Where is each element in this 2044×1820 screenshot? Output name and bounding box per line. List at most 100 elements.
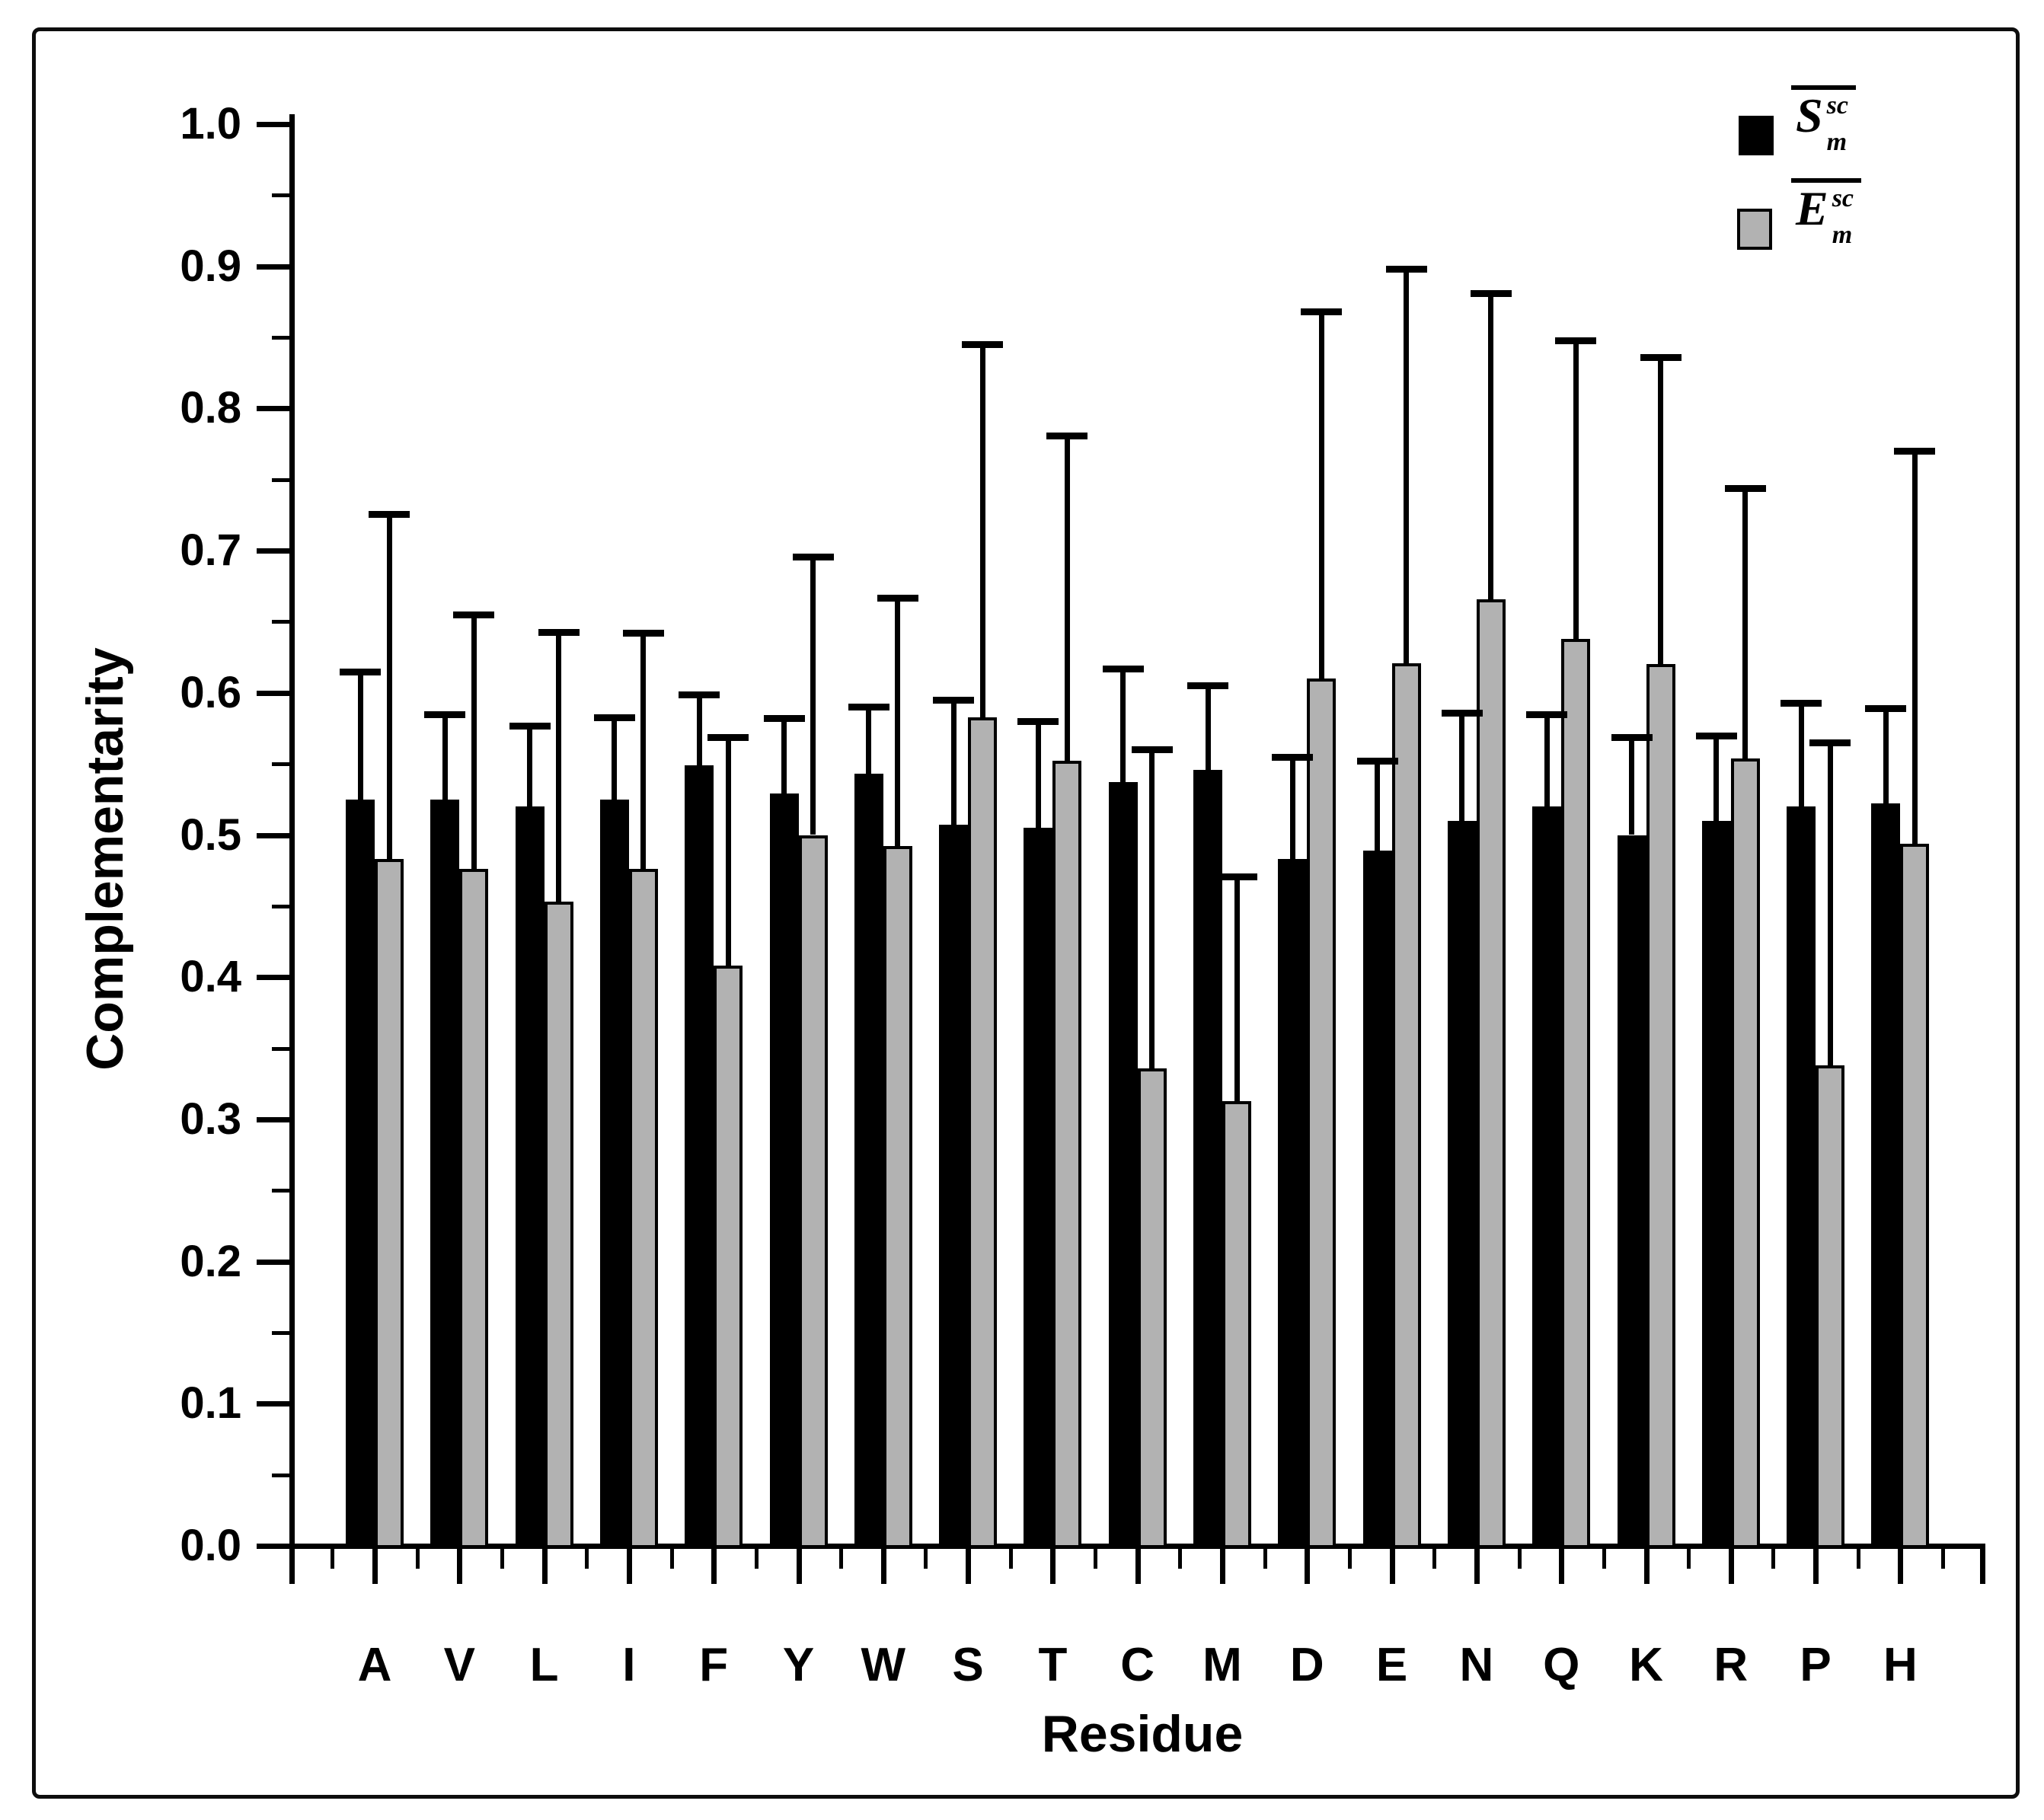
x-major-tick xyxy=(1643,1549,1650,1584)
y-tick-label: 0.4 xyxy=(180,952,241,1002)
x-major-tick xyxy=(1135,1549,1141,1584)
x-axis-title: Residue xyxy=(1041,1705,1244,1763)
y-minor-tick xyxy=(272,193,292,198)
error-cap-black-Q xyxy=(1526,710,1568,718)
x-minor-tick xyxy=(1517,1549,1522,1569)
x-major-tick xyxy=(457,1549,463,1584)
y-tick-label: 0.5 xyxy=(180,809,241,860)
error-whisker-gray-P xyxy=(1827,746,1833,1065)
error-cap-gray-T xyxy=(1046,432,1088,439)
x-category-label: M xyxy=(1202,1639,1242,1691)
error-whisker-black-C xyxy=(1120,672,1126,783)
bar-black-H xyxy=(1871,803,1901,1548)
error-cap-gray-C xyxy=(1131,746,1173,754)
bar-black-K xyxy=(1617,835,1646,1548)
y-major-tick xyxy=(257,1401,292,1407)
y-major-tick xyxy=(257,1116,292,1122)
x-major-tick xyxy=(626,1549,632,1584)
x-minor-tick xyxy=(754,1549,759,1569)
error-whisker-gray-A xyxy=(386,517,392,860)
x-category-label: I xyxy=(622,1639,636,1691)
y-minor-tick xyxy=(272,762,292,767)
y-tick-label: 0.0 xyxy=(180,1521,241,1570)
y-minor-tick xyxy=(272,477,292,482)
error-cap-gray-M xyxy=(1216,873,1257,880)
legend-symbol-sub-e: m xyxy=(1832,221,1853,249)
error-whisker-gray-S xyxy=(979,348,985,717)
y-minor-tick xyxy=(272,1330,292,1335)
x-major-tick xyxy=(541,1549,548,1584)
error-cap-gray-I xyxy=(622,630,664,637)
x-category-label: V xyxy=(443,1639,475,1691)
x-category-label: E xyxy=(1375,1639,1408,1691)
error-whisker-black-R xyxy=(1713,739,1720,821)
bar-gray-P xyxy=(1816,1065,1845,1548)
y-tick-label: 0.2 xyxy=(180,1236,241,1286)
bar-black-V xyxy=(430,799,460,1548)
x-major-tick xyxy=(1474,1549,1480,1584)
y-major-tick xyxy=(257,1544,292,1549)
x-category-label: R xyxy=(1713,1639,1749,1691)
x-category-label: Y xyxy=(782,1639,815,1691)
y-major-tick xyxy=(257,690,292,696)
x-minor-tick xyxy=(1941,1549,1946,1569)
error-cap-gray-F xyxy=(707,733,749,741)
error-cap-black-I xyxy=(593,714,635,721)
error-cap-black-N xyxy=(1441,709,1483,717)
error-whisker-gray-N xyxy=(1488,297,1494,599)
x-major-tick xyxy=(966,1549,972,1584)
x-minor-tick xyxy=(1856,1549,1860,1569)
x-minor-tick xyxy=(1263,1549,1267,1569)
error-whisker-black-A xyxy=(357,675,363,800)
error-whisker-black-D xyxy=(1289,760,1295,860)
bar-black-T xyxy=(1024,828,1053,1548)
error-whisker-gray-I xyxy=(640,637,647,870)
bar-gray-V xyxy=(459,869,489,1548)
error-whisker-black-W xyxy=(866,710,872,774)
legend-symbol-base-e: E xyxy=(1796,181,1828,235)
error-whisker-black-F xyxy=(696,698,702,765)
bar-gray-N xyxy=(1476,599,1506,1548)
error-cap-gray-E xyxy=(1385,266,1427,273)
x-minor-tick xyxy=(1347,1549,1352,1569)
error-whisker-gray-K xyxy=(1658,361,1663,665)
y-major-tick xyxy=(257,263,292,270)
legend-swatch-black-series xyxy=(1739,116,1774,155)
error-cap-black-H xyxy=(1865,705,1907,713)
error-whisker-black-V xyxy=(442,717,448,800)
legend-symbol-sub-s: m xyxy=(1826,128,1848,156)
x-minor-tick xyxy=(1687,1549,1691,1569)
x-minor-tick xyxy=(415,1549,420,1569)
bar-black-A xyxy=(346,799,375,1548)
error-whisker-gray-E xyxy=(1404,273,1410,663)
error-cap-gray-N xyxy=(1470,290,1512,298)
y-minor-tick xyxy=(272,1473,292,1477)
x-minor-tick xyxy=(839,1549,844,1569)
error-whisker-gray-V xyxy=(471,618,477,870)
error-cap-black-E xyxy=(1356,758,1398,765)
bar-gray-M xyxy=(1222,1100,1251,1548)
x-minor-tick xyxy=(1178,1549,1183,1569)
x-major-tick xyxy=(1305,1549,1311,1584)
x-minor-tick xyxy=(924,1549,928,1569)
x-minor-tick xyxy=(1602,1549,1606,1569)
y-major-tick xyxy=(257,548,292,554)
y-minor-tick xyxy=(272,904,292,908)
error-cap-black-Y xyxy=(763,715,805,723)
error-whisker-gray-W xyxy=(895,601,901,847)
x-minor-tick xyxy=(500,1549,504,1569)
x-minor-tick xyxy=(1432,1549,1437,1569)
y-minor-tick xyxy=(272,336,292,340)
y-major-tick xyxy=(257,1259,292,1265)
x-minor-tick xyxy=(331,1549,335,1569)
x-major-tick xyxy=(796,1549,802,1584)
bar-black-I xyxy=(599,799,629,1548)
error-whisker-gray-D xyxy=(1318,315,1324,679)
x-category-label: Q xyxy=(1543,1639,1580,1691)
y-minor-tick xyxy=(272,1189,292,1193)
x-major-tick xyxy=(372,1549,378,1584)
error-cap-gray-K xyxy=(1640,354,1682,362)
error-whisker-black-E xyxy=(1375,765,1381,851)
y-tick-label: 0.9 xyxy=(180,241,241,291)
error-whisker-black-L xyxy=(527,729,533,807)
